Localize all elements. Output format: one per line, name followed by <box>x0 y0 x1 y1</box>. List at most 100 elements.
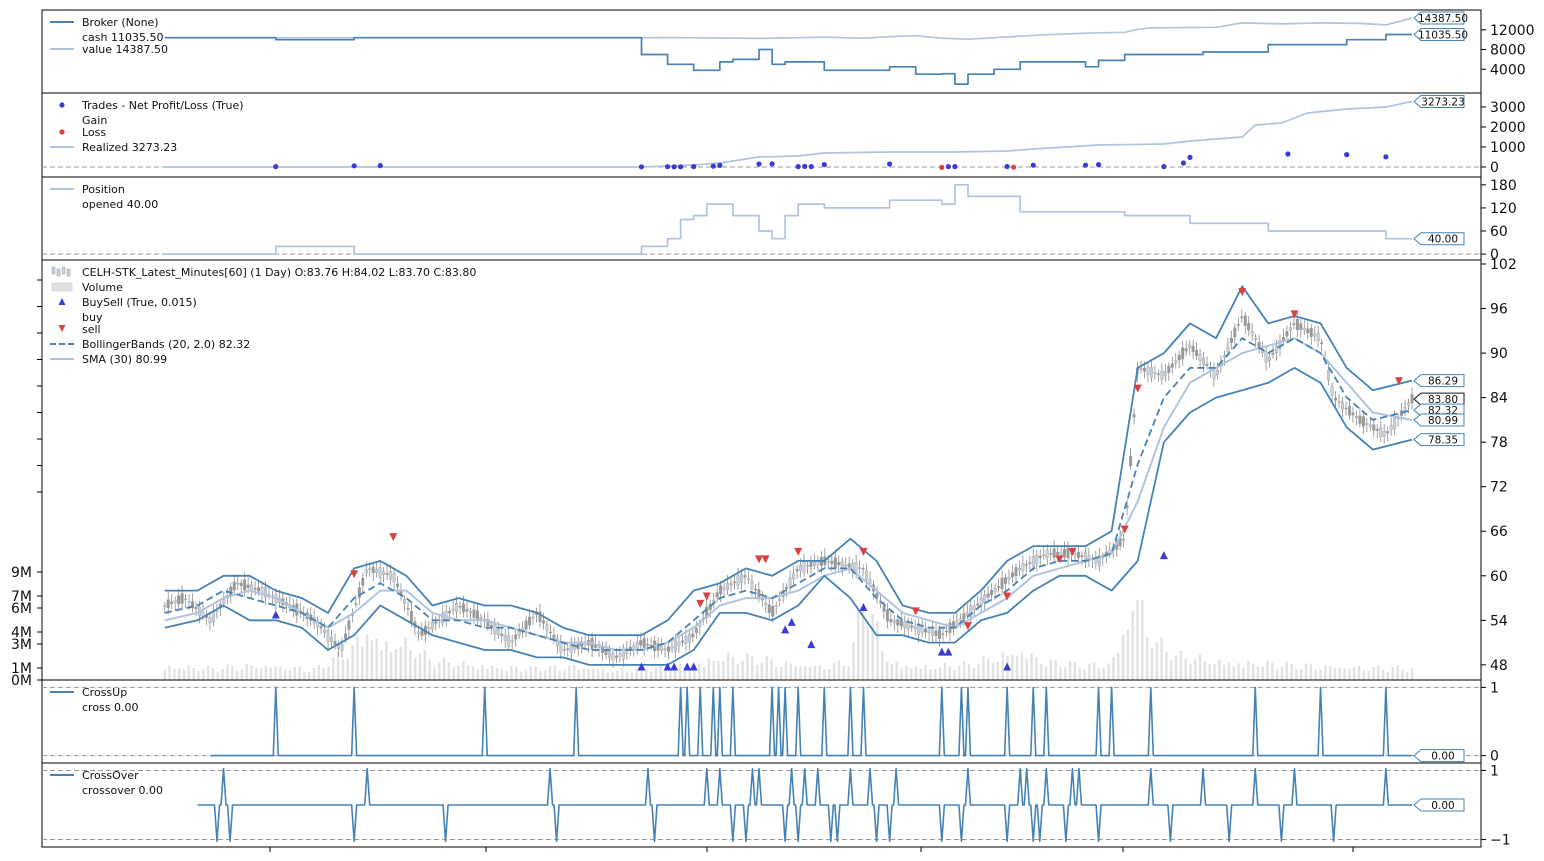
volume-bar <box>1035 657 1038 680</box>
volume-bar <box>230 666 234 680</box>
gain-point <box>1095 162 1102 168</box>
candle-body <box>1410 394 1414 404</box>
buy-marker <box>271 610 280 619</box>
candle-body <box>1156 373 1160 375</box>
candle-body <box>531 616 535 619</box>
volume-bar <box>1040 663 1043 680</box>
volume-bar <box>982 656 985 680</box>
volume-bar <box>674 667 677 680</box>
candle-body <box>1348 406 1351 416</box>
volume-bar <box>1295 669 1298 680</box>
candle-body <box>816 561 820 565</box>
candle-body <box>646 643 650 646</box>
candle-body <box>837 562 841 566</box>
candle-body <box>455 603 459 612</box>
candle-body <box>1285 331 1289 337</box>
candle-body <box>753 588 757 591</box>
y-tick-label: 12000 <box>1490 23 1535 39</box>
volume-bar <box>659 664 662 680</box>
volume-bar <box>669 669 672 680</box>
candle-body <box>382 571 386 575</box>
volume-bar <box>298 666 301 680</box>
volume-bar <box>770 659 773 680</box>
volume-bar <box>255 668 258 680</box>
candle-body <box>625 648 629 654</box>
volume-bar <box>1015 656 1019 680</box>
volume-bar <box>515 666 518 680</box>
volume-tick-label: 1M <box>11 661 32 677</box>
candle-body <box>1243 315 1247 326</box>
candle-body <box>1292 323 1296 325</box>
volume-bar <box>890 664 894 680</box>
volume-bar <box>356 634 359 680</box>
y-tick-label: 78 <box>1490 435 1508 451</box>
volume-bar <box>442 657 446 680</box>
volume-bar <box>500 669 504 680</box>
candle-body <box>1132 414 1136 418</box>
sell-marker <box>696 599 705 608</box>
series-crossup <box>210 686 1412 757</box>
volume-bar <box>1353 667 1356 680</box>
volume-bar <box>751 656 754 680</box>
volume-bar <box>606 672 610 680</box>
volume-bar <box>1107 663 1110 680</box>
candle-body <box>802 561 806 573</box>
candle-body <box>729 583 733 585</box>
candle-body <box>1302 327 1306 331</box>
buy-marker <box>1159 551 1168 560</box>
candle-body <box>469 611 472 614</box>
candle-body <box>639 640 643 646</box>
y-tick-label: 1 <box>1490 763 1499 779</box>
candle-body <box>441 612 445 624</box>
volume-bar <box>934 669 937 680</box>
volume-bar <box>433 666 436 680</box>
candle-body <box>1288 327 1292 332</box>
y-tick-label: 3000 <box>1490 100 1526 116</box>
candle-body <box>1282 337 1285 341</box>
candle-body <box>927 630 931 633</box>
series-bb-mid <box>164 337 1413 651</box>
buy-marker <box>859 603 868 612</box>
value-tag-label: 86.29 <box>1428 376 1458 388</box>
value-tag-label: 80.99 <box>1428 415 1458 427</box>
volume-bar <box>905 665 908 680</box>
candle-body <box>667 646 670 653</box>
candle-body <box>462 603 465 613</box>
buy-marker <box>781 625 790 634</box>
volume-bar <box>698 663 701 680</box>
candle-body <box>569 643 573 653</box>
candle-body <box>719 585 723 595</box>
candle-body <box>1108 549 1112 554</box>
candle-body <box>1049 553 1053 555</box>
volume-bar <box>919 668 923 680</box>
candle-body <box>326 629 330 642</box>
candle-body <box>1083 552 1087 563</box>
legend-swatch-candle <box>61 266 66 275</box>
candle-body <box>656 643 660 651</box>
y-tick-label: 102 <box>1490 257 1517 273</box>
volume-bar <box>866 627 870 680</box>
candle-body <box>677 642 681 646</box>
volume-bar <box>726 652 730 680</box>
candle-body <box>1313 333 1317 337</box>
volume-bar <box>534 666 537 680</box>
legend-label: Position <box>82 183 125 196</box>
candle-body <box>896 619 900 626</box>
candle-body <box>764 603 768 606</box>
candle-body <box>684 636 688 644</box>
candle-body <box>1007 576 1011 580</box>
volume-bar <box>1155 641 1158 680</box>
series-cash <box>164 33 1412 85</box>
volume-bar <box>308 671 311 680</box>
volume-tick-label: 9M <box>11 565 32 581</box>
candle-body <box>215 610 219 612</box>
volume-bar <box>524 670 528 680</box>
candle-body <box>674 640 677 652</box>
volume-bar <box>799 666 802 680</box>
candle-body <box>792 573 796 580</box>
value-tag-box <box>1413 392 1465 406</box>
legend-label: opened 40.00 <box>82 198 158 211</box>
candle-body <box>1309 328 1313 337</box>
y-tick-label: 96 <box>1490 302 1508 318</box>
y-tick-label: 4000 <box>1490 62 1526 78</box>
